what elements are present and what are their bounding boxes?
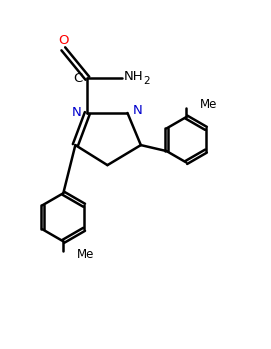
- Text: 2: 2: [143, 76, 150, 87]
- Text: Me: Me: [200, 98, 217, 111]
- Text: NH: NH: [124, 69, 143, 83]
- Text: C: C: [73, 72, 83, 85]
- Text: N: N: [72, 106, 82, 119]
- Text: Me: Me: [77, 248, 94, 261]
- Text: O: O: [58, 34, 69, 47]
- Text: N: N: [132, 104, 142, 117]
